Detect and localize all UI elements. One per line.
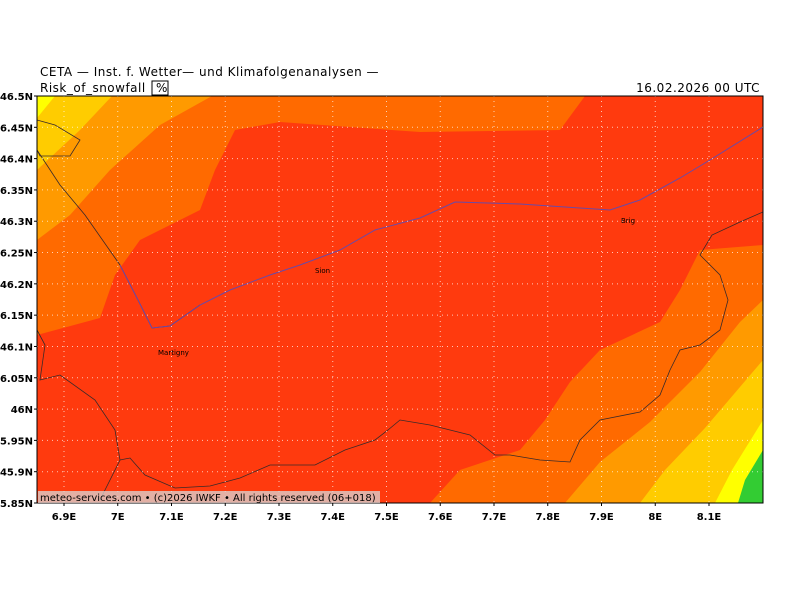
lon-tick-label: 8.1E — [697, 512, 722, 523]
unit: % — [156, 81, 168, 95]
place-label: Brig — [621, 217, 635, 225]
lat-tick-label: 46.3N — [0, 217, 33, 228]
lon-tick-label: 7.6E — [428, 512, 453, 523]
contour-fill — [37, 96, 763, 503]
lon-tick-label: 7.1E — [159, 512, 184, 523]
lon-tick-label: 8E — [648, 512, 662, 523]
place-label: Martigny — [158, 349, 189, 357]
lon-tick-label: 7.5E — [374, 512, 399, 523]
lat-tick-label: 46.5N — [0, 92, 33, 103]
title: Risk_of_snowfall — [40, 81, 146, 95]
lon-tick-label: 7.7E — [482, 512, 507, 523]
lat-tick-label: 46N — [11, 405, 33, 416]
lat-tick-label: 46.4N — [0, 155, 33, 166]
lat-tick-label: 45.85N — [0, 499, 33, 510]
footer: meteo-services.com • (c)2026 IWKF • All … — [40, 493, 376, 504]
lat-tick-label: 46.35N — [0, 186, 33, 197]
footer-box — [38, 491, 380, 503]
lon-tick-label: 7.4E — [320, 512, 345, 523]
place-label: Sion — [315, 267, 330, 275]
lat-tick-label: 46.2N — [0, 280, 33, 291]
header: CETA — Inst. f. Wetter— und Klimafolgena… — [40, 65, 379, 79]
lon-tick-label: 6.9E — [52, 512, 77, 523]
lon-tick-label: 7.3E — [267, 512, 292, 523]
river — [119, 126, 764, 329]
lon-tick-label: 7.9E — [589, 512, 614, 523]
unit-box — [151, 80, 169, 96]
lat-tick-label: 46.45N — [0, 123, 33, 134]
valid-time: 16.02.2026 00 UTC — [636, 81, 760, 95]
lon-tick-label: 7.8E — [535, 512, 560, 523]
lat-tick-label: 46.05N — [0, 374, 33, 385]
lat-tick-label: 45.95N — [0, 436, 33, 447]
map-frame — [36, 95, 764, 504]
lat-tick-label: 46.15N — [0, 311, 33, 322]
lat-tick-label: 46.25N — [0, 249, 33, 260]
lon-tick-label: 7.2E — [213, 512, 238, 523]
lon-tick-label: 7E — [111, 512, 125, 523]
lat-tick-label: 45.9N — [0, 468, 33, 479]
lat-tick-label: 46.1N — [0, 342, 33, 353]
